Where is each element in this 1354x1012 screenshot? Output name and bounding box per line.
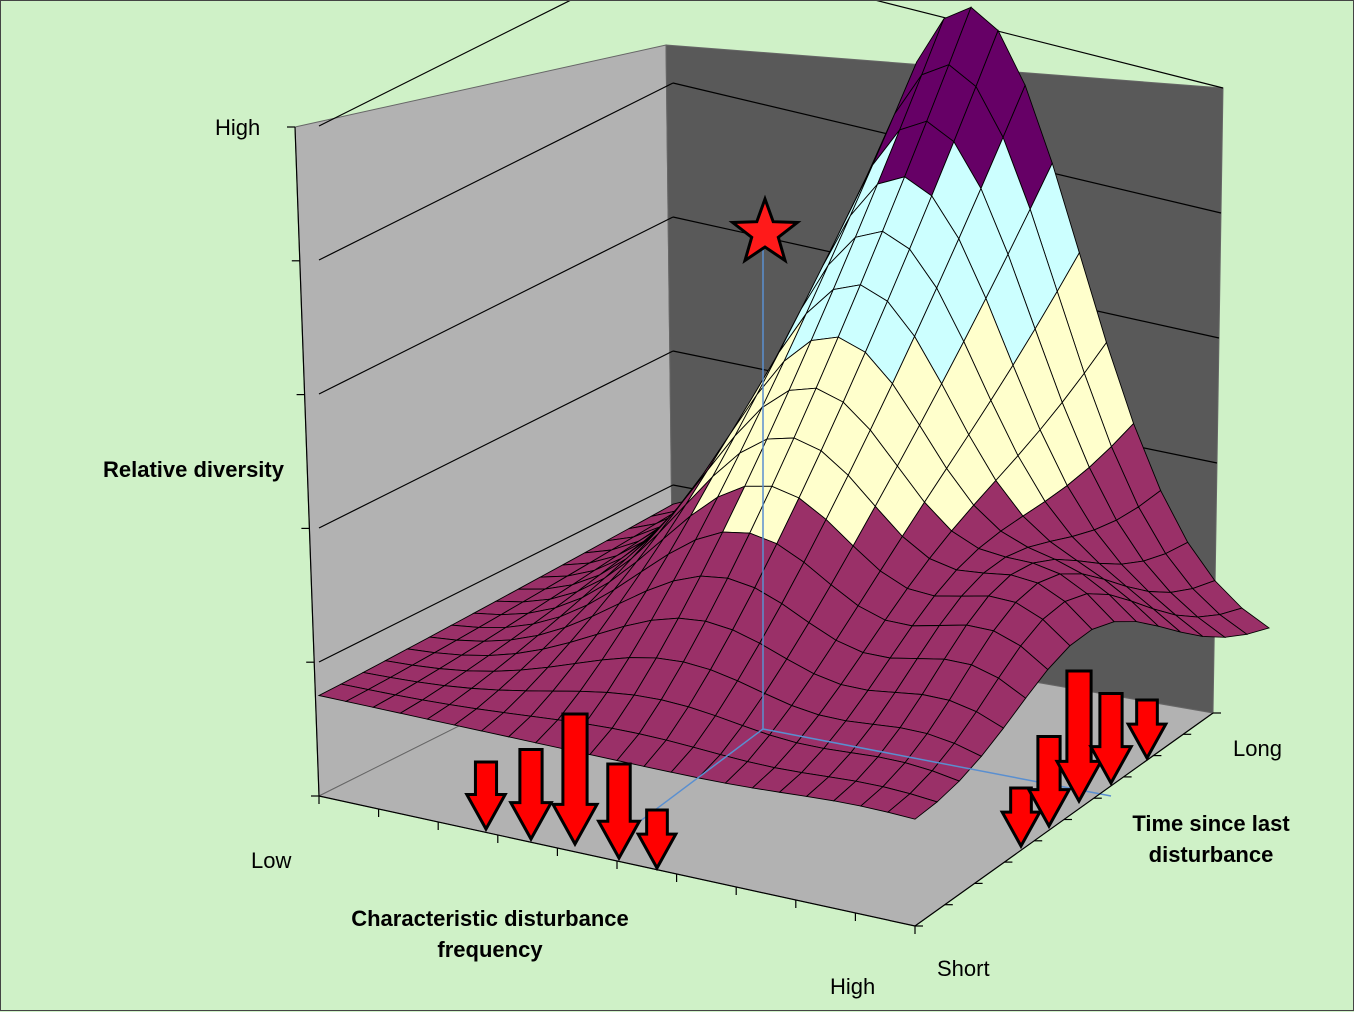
left-wall-gridline	[318, 350, 674, 529]
left-wall-gridline	[318, 82, 674, 261]
disturbance-arrow	[550, 712, 600, 848]
z-tick-high: High	[215, 115, 260, 140]
x-axis-label-line1: Characteristic disturbance	[351, 906, 629, 931]
disturbance-arrow	[596, 762, 642, 862]
axis-ticks	[287, 126, 1221, 934]
disturbance-arrow	[1125, 698, 1169, 762]
x-axis-label-line2: frequency	[437, 937, 543, 962]
disturbance-arrow	[508, 748, 554, 843]
star-marker	[728, 194, 802, 265]
x-tick-low: Low	[251, 848, 291, 873]
y-tick-short: Short	[937, 956, 990, 981]
surface-cell	[886, 793, 939, 820]
disturbance-arrow	[1054, 669, 1104, 805]
surface-mesh	[317, 6, 1271, 820]
left-wall-gridline	[318, 216, 674, 395]
disturbance-arrow	[464, 760, 508, 833]
disturbance-arrows	[464, 669, 1169, 872]
y-axis-label-line1: Time since last	[1132, 811, 1290, 836]
y-tick-long: Long	[1233, 736, 1282, 761]
star-floor-line-x	[618, 728, 764, 838]
disturbance-arrow	[1026, 735, 1072, 830]
left-wall-gridline	[318, 1, 571, 127]
disturbance-arrow	[635, 808, 679, 872]
z-axis-label: Relative diversity	[103, 457, 285, 482]
left-wall-gridline	[318, 484, 674, 663]
disturbance-arrow	[1088, 692, 1134, 787]
y-axis-label-line2: disturbance	[1149, 842, 1274, 867]
x-tick-high: High	[830, 974, 875, 999]
